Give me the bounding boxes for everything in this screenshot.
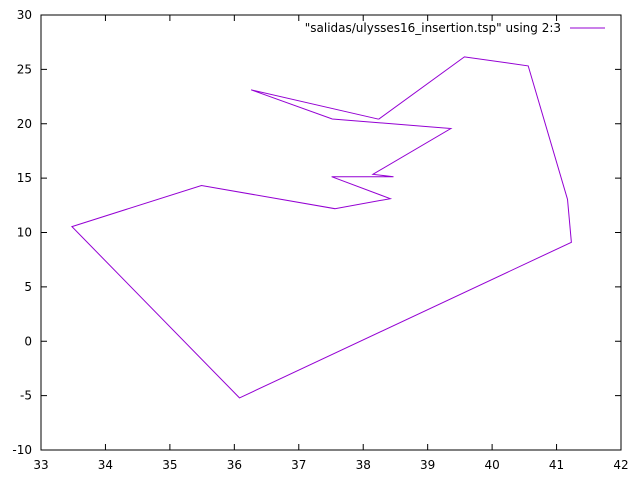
x-tick-label: 37 (291, 458, 306, 472)
y-tick-label: -5 (20, 389, 32, 403)
plot-frame (40, 14, 622, 451)
x-tick-label: 42 (613, 458, 628, 472)
axis-ticks: 33 34 35 36 37 38 39 40 41 42 -10 -5 0 5 10 15 20 25 30 (12, 8, 628, 472)
x-tick-label: 34 (98, 458, 113, 472)
y-tick-label: 25 (17, 62, 32, 76)
legend: "salidas/ulysses16_insertion.tsp" using … (305, 21, 605, 35)
y-tick-label: -10 (12, 443, 32, 457)
y-tick-label: 0 (24, 334, 32, 348)
x-tick-label: 40 (484, 458, 499, 472)
series-line (71, 56, 572, 399)
y-tick-label: 30 (17, 8, 32, 22)
x-tick-label: 41 (549, 458, 564, 472)
y-tick-label: 15 (17, 171, 32, 185)
y-tick-label: 5 (24, 280, 32, 294)
legend-label: "salidas/ulysses16_insertion.tsp" using … (305, 21, 561, 35)
x-tick-label: 38 (356, 458, 371, 472)
y-tick-label: 20 (17, 117, 32, 131)
y-tick-label: 10 (17, 226, 32, 240)
x-tick-label: 36 (227, 458, 242, 472)
x-tick-label: 35 (162, 458, 177, 472)
x-tick-label: 39 (420, 458, 435, 472)
x-tick-label: 33 (33, 458, 48, 472)
series-group (71, 56, 572, 399)
